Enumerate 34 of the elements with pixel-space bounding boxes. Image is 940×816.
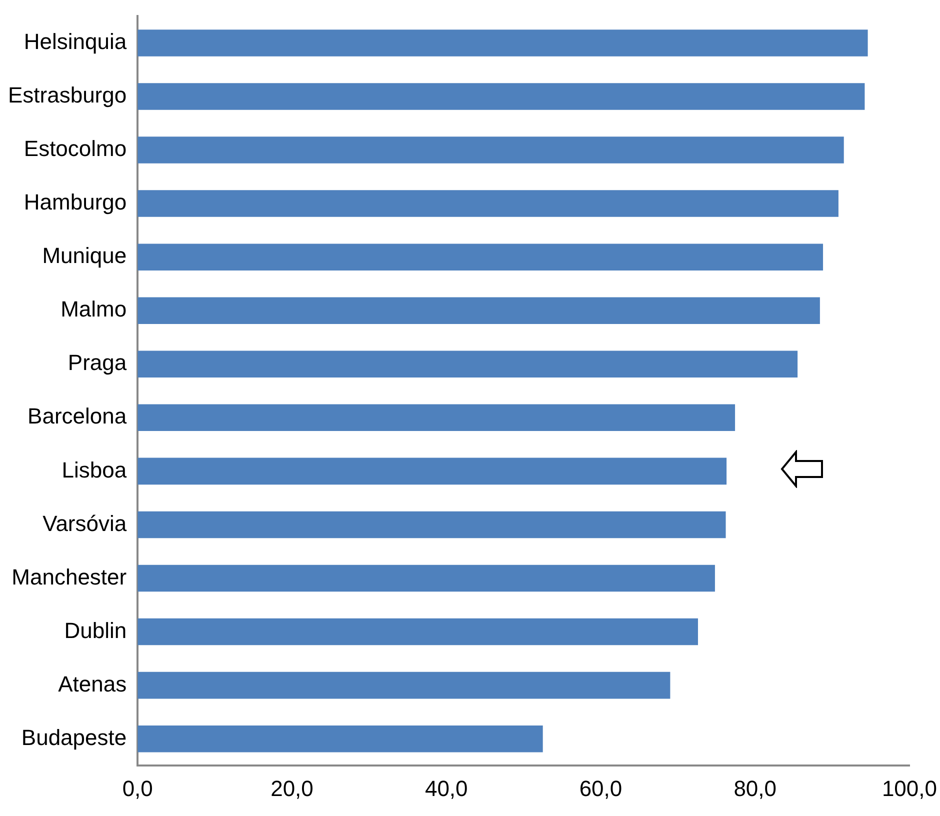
y-tick-label: Atenas	[58, 671, 127, 696]
y-tick-label: Manchester	[12, 564, 127, 590]
bar	[138, 30, 868, 56]
bar	[138, 725, 543, 752]
x-tick-label: 100,0	[882, 776, 938, 801]
y-tick-label: Helsinquia	[24, 29, 128, 54]
y-tick-label: Munique	[42, 243, 127, 268]
bar	[138, 672, 670, 699]
x-tick-label: 0,0	[122, 776, 153, 801]
y-tick-label: Dublin	[64, 618, 127, 643]
x-tick-label: 20,0	[270, 776, 314, 801]
bar	[138, 190, 838, 217]
bar	[138, 458, 727, 485]
bar	[138, 350, 798, 378]
y-tick-label: Barcelona	[28, 404, 128, 429]
bar	[138, 564, 715, 592]
x-tick-label: 80,0	[734, 776, 777, 801]
x-tick-label: 40,0	[424, 776, 468, 801]
bar	[138, 618, 698, 646]
y-tick-label: Lisboa	[62, 457, 128, 482]
y-tick-label: Varsóvia	[42, 510, 128, 536]
y-tick-label: Hamburgo	[24, 190, 127, 215]
bar	[138, 244, 824, 270]
y-tick-label: Estrasburgo	[8, 82, 127, 108]
y-tick-label: Praga	[68, 350, 128, 376]
bar	[138, 511, 726, 538]
bar	[138, 136, 844, 164]
bar	[138, 83, 865, 110]
x-tick-label: 60,0	[579, 776, 622, 801]
y-tick-label: Malmo	[60, 296, 127, 322]
bar	[138, 404, 736, 432]
y-tick-label: Estocolmo	[24, 136, 127, 162]
bar	[138, 297, 820, 324]
y-tick-label: Budapeste	[21, 724, 127, 750]
